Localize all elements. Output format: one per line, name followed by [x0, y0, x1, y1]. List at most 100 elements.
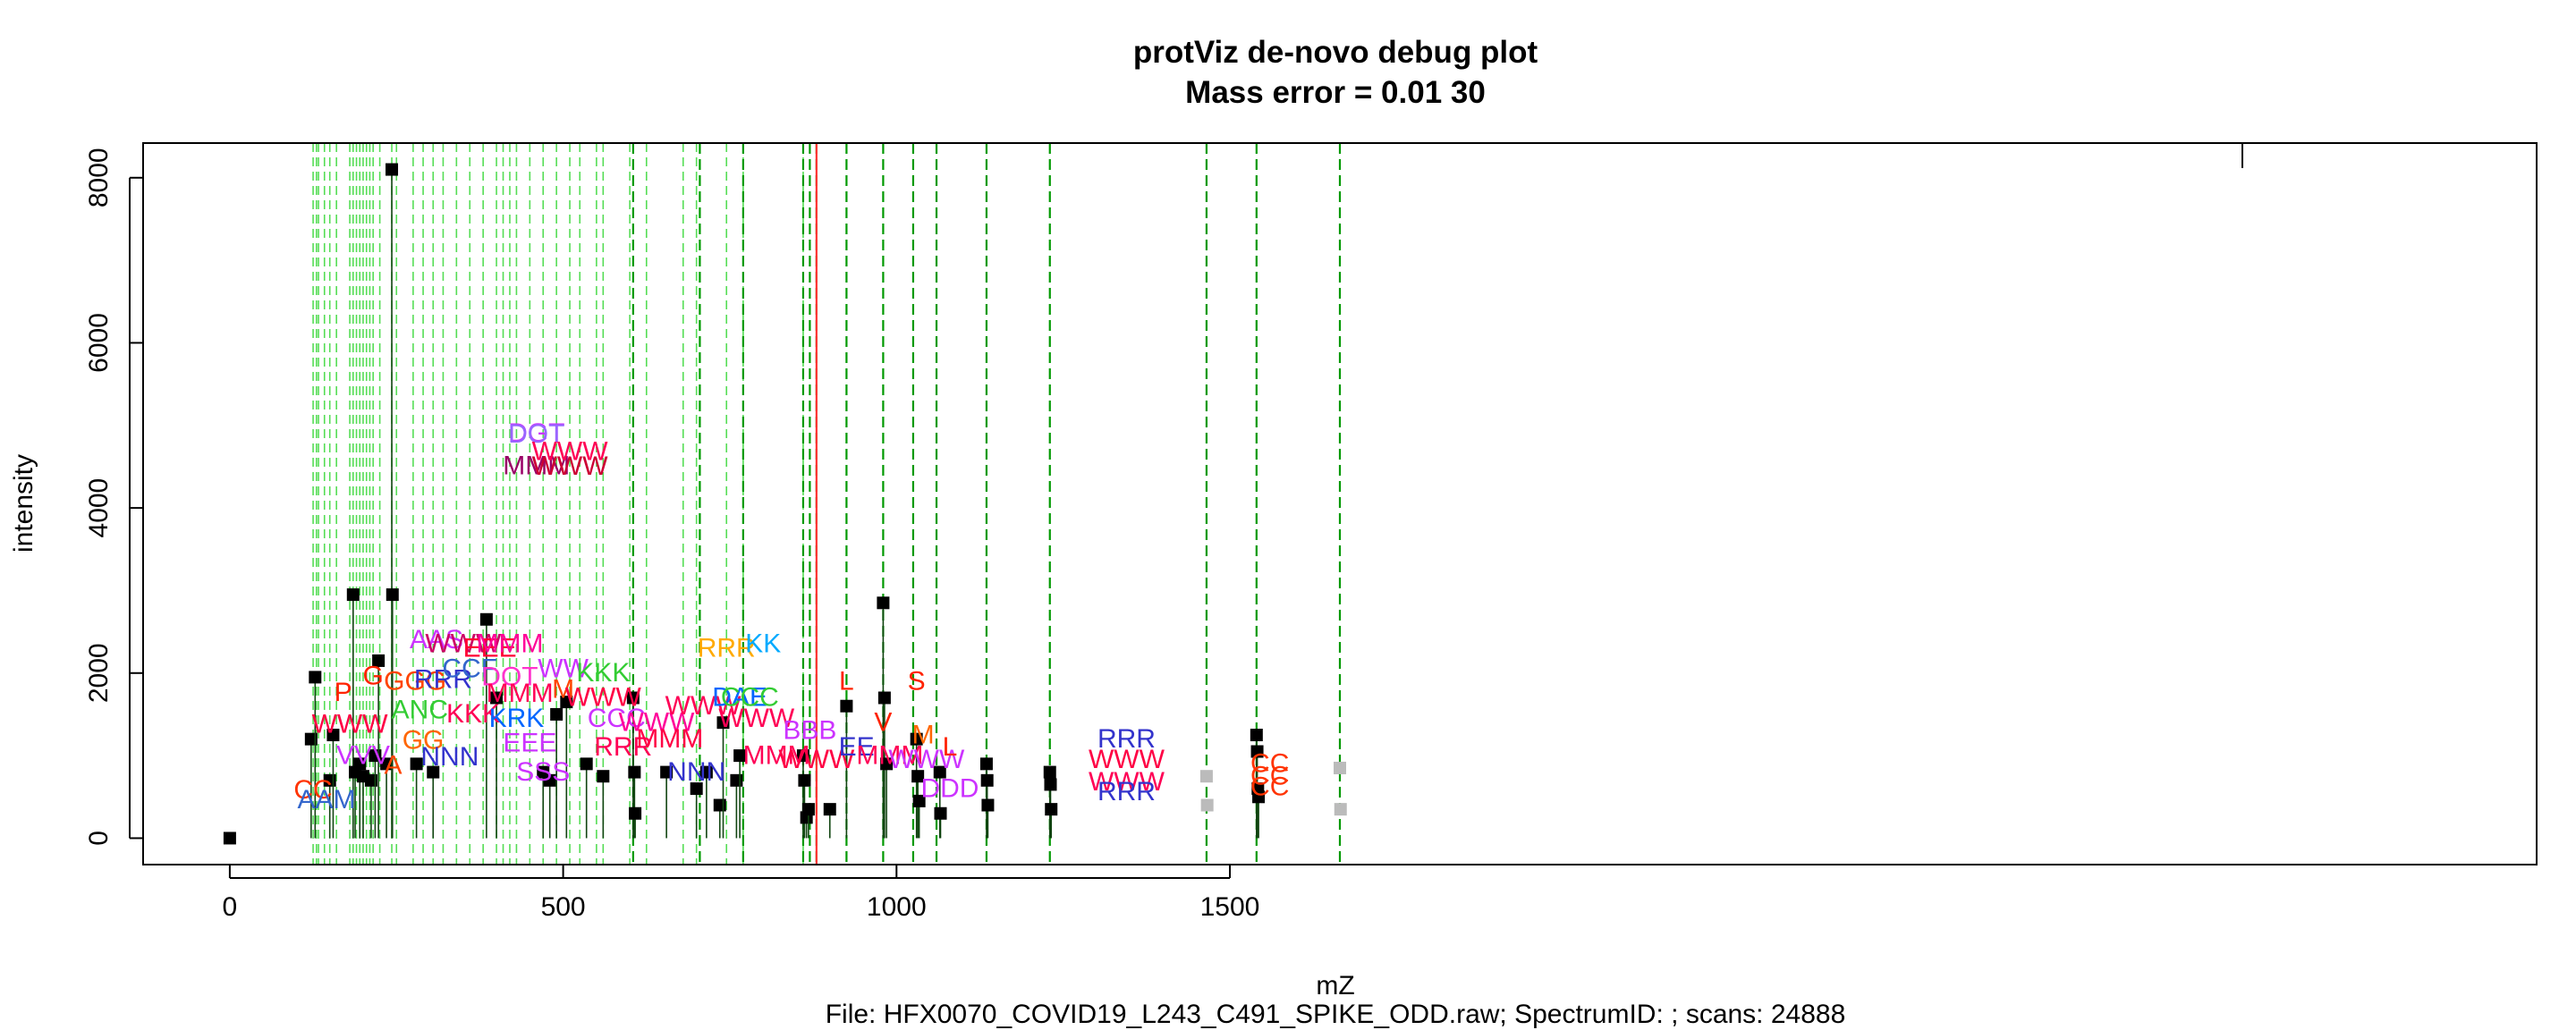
peak-annotation-label: KRK: [489, 704, 545, 733]
peak-marker: [410, 757, 423, 771]
peak-marker: [660, 765, 674, 779]
file-info-footer: File: HFX0070_COVID19_L243_C491_SPIKE_OD…: [826, 1000, 1846, 1029]
peak-annotation-label: WWW: [425, 629, 502, 659]
peak-marker: [597, 770, 610, 783]
peak-marker: [580, 757, 593, 771]
peak-marker: [1045, 803, 1058, 816]
peak-marker: [713, 798, 726, 812]
peak-marker-faded: [1199, 770, 1213, 783]
peak-marker: [823, 803, 836, 816]
x-tick-label: 1500: [1200, 892, 1260, 922]
y-tick-label: 2000: [84, 643, 114, 703]
peak-annotation-label: WWW: [312, 709, 389, 739]
peak-annotation-label: ANC: [392, 696, 448, 725]
peak-marker: [386, 163, 399, 176]
peak-annotation-label: DGT: [508, 418, 564, 448]
peak-annotation-label: DAE: [712, 683, 767, 713]
peak-annotation-label: WWW: [665, 691, 742, 721]
peak-annotation-label: MMM: [503, 451, 570, 480]
peak-annotation-label: BBB: [783, 716, 836, 746]
peak-annotation-label: L: [943, 732, 958, 762]
peak-annotation-label: VVV: [336, 740, 390, 770]
x-tick-label: 0: [223, 892, 238, 922]
peak-marker: [364, 773, 377, 787]
peak-marker: [877, 596, 890, 610]
peak-marker: [733, 749, 747, 763]
peak-annotation-label: AAS: [410, 625, 463, 654]
peak-annotation-label: NNN: [667, 757, 725, 787]
peak-marker: [981, 798, 995, 812]
peak-annotation-label: GG: [402, 726, 445, 756]
peak-marker: [372, 654, 386, 667]
chart-subtitle: Mass error = 0.01 30: [1185, 75, 1486, 110]
peak-annotation-label: L: [839, 666, 854, 696]
peak-annotation-label: WWW: [888, 745, 965, 774]
peak-annotation-label: P: [335, 678, 352, 707]
peak-annotation-label: DOT: [508, 419, 564, 449]
peak-annotation-label: EEE: [503, 729, 556, 758]
peak-annotation-label: WW: [538, 654, 589, 683]
peak-marker: [543, 773, 556, 787]
peak-annotation-label: KKK: [576, 658, 630, 688]
peak-annotation-label: CCC: [721, 683, 779, 713]
peak-marker: [386, 588, 399, 602]
peak-annotation-label: AAM: [297, 785, 355, 815]
peak-marker: [880, 757, 894, 771]
peak-marker: [1250, 729, 1263, 742]
peak-annotation-label: RRR: [414, 664, 472, 694]
peak-annotation-label: CC: [293, 775, 332, 805]
peak-annotation-label: G: [362, 662, 383, 691]
peak-marker: [798, 773, 811, 787]
peak-marker: [309, 671, 322, 684]
peak-annotations: DGTDOTMMMWWWWWWCCAAMPWWWVVVGAGGGANCGGAAS…: [293, 418, 1289, 815]
peak-marker: [801, 803, 815, 816]
peak-annotation-label: WWW: [565, 683, 642, 713]
peak-marker: [629, 806, 642, 820]
peak-marker: [716, 716, 730, 730]
peak-marker: [326, 729, 340, 742]
peak-marker: [223, 832, 236, 845]
peak-annotation-label: CCC: [588, 704, 646, 733]
peak-marker: [980, 773, 994, 787]
peak-marker: [911, 770, 925, 783]
peak-sticks: [223, 163, 1347, 845]
peak-marker: [877, 691, 891, 705]
peak-annotation-label: CC: [1250, 749, 1289, 779]
peak-marker: [1252, 790, 1266, 804]
peak-annotation-label: KKK: [446, 699, 500, 729]
peak-annotation-label: RRR: [698, 633, 756, 663]
peak-marker: [690, 782, 703, 796]
peak-marker: [304, 732, 318, 746]
peak-annotation-label: V: [874, 707, 892, 737]
peak-marker: [934, 806, 947, 820]
peak-marker: [626, 691, 640, 705]
peak-annotation-label: GGG: [384, 666, 446, 696]
peak-annotation-label: CCF: [442, 654, 497, 683]
axis-ticks: 0 500 1000 1500 0 2000 4000 6000 8000: [84, 148, 1259, 922]
peak-annotation-label: WWW: [1089, 767, 1165, 797]
peak-marker: [427, 765, 440, 779]
peak-marker: [479, 612, 493, 626]
peak-marker: [840, 699, 853, 713]
peak-marker: [1250, 745, 1264, 758]
x-tick-label: 500: [541, 892, 586, 922]
peak-annotation-label: WWW: [1089, 745, 1165, 774]
peak-marker: [346, 588, 360, 602]
plot-frame: [142, 142, 2538, 865]
peak-marker: [699, 765, 713, 779]
peak-annotation-label: MMM: [636, 724, 703, 754]
x-tick-label: 1000: [867, 892, 927, 922]
peak-marker: [490, 691, 504, 705]
peak-annotation-label: M: [552, 674, 574, 704]
peak-annotation-label: CC: [1250, 761, 1289, 790]
peak-annotation-label: RRR: [1097, 724, 1156, 754]
peak-annotation-label: KK: [745, 629, 781, 659]
peak-annotation-label: SSS: [516, 757, 570, 787]
peak-marker: [353, 757, 367, 771]
peak-marker: [912, 794, 926, 807]
peak-annotation-label: DDD: [920, 773, 979, 803]
peak-annotation-label: WWW: [618, 707, 695, 737]
peak-annotation-label: S: [908, 666, 926, 696]
